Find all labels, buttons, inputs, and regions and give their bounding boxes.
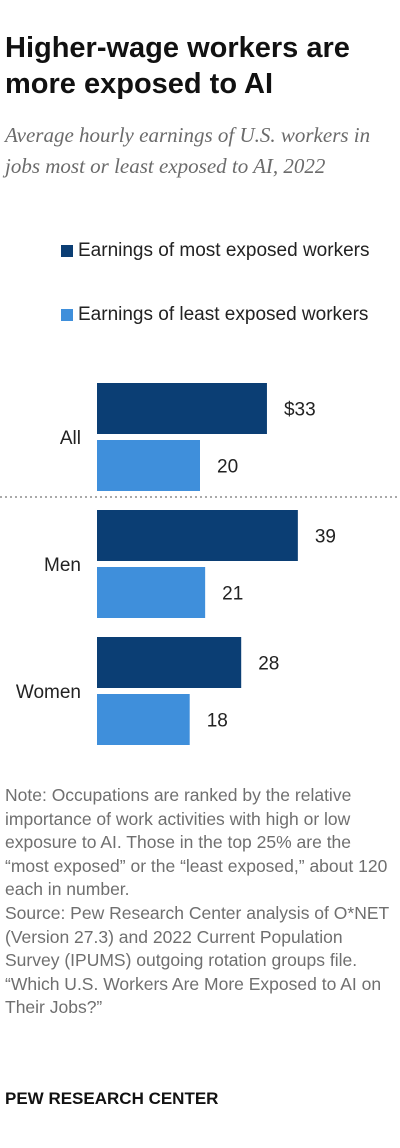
bar-chart: All $33 20 Men 39 21 Women 28 18 (0, 383, 400, 745)
report-title-text: “Which U.S. Workers Are More Exposed to … (5, 973, 382, 1018)
legend-label-least-exposed: Earnings of least exposed workers (78, 304, 369, 325)
category-label-men: Men (44, 555, 81, 576)
legend-label-most-exposed: Earnings of most exposed workers (78, 240, 370, 261)
bar-all-most-exposed (97, 383, 267, 434)
chart-title: Higher-wage workers are more exposed to … (5, 32, 350, 100)
legend-swatch-most-exposed (61, 245, 73, 257)
data-label-all-most-exposed: $33 (284, 400, 316, 421)
data-label-women-least-exposed: 18 (207, 711, 228, 732)
bar-men-least-exposed (97, 567, 206, 618)
data-label-women-most-exposed: 28 (258, 654, 279, 675)
chart-note: Note: Occupations are ranked by the rela… (5, 784, 397, 1020)
bar-men-most-exposed (97, 510, 298, 561)
note-text: Note: Occupations are ranked by the rela… (5, 785, 388, 900)
source-text: Source: Pew Research Center analysis of … (5, 902, 389, 971)
bar-women-least-exposed (97, 694, 190, 745)
category-label-women: Women (16, 682, 81, 703)
category-label-all: All (60, 428, 81, 449)
chart-subtitle: Average hourly earnings of U.S. workers … (5, 123, 371, 178)
data-label-men-least-exposed: 21 (222, 584, 243, 605)
publisher-footer: PEW RESEARCH CENTER (5, 1089, 219, 1108)
data-label-men-most-exposed: 39 (315, 527, 336, 548)
bar-women-most-exposed (97, 637, 242, 688)
bar-all-least-exposed (97, 440, 200, 491)
data-label-all-least-exposed: 20 (217, 457, 238, 478)
legend-swatch-least-exposed (61, 309, 73, 321)
